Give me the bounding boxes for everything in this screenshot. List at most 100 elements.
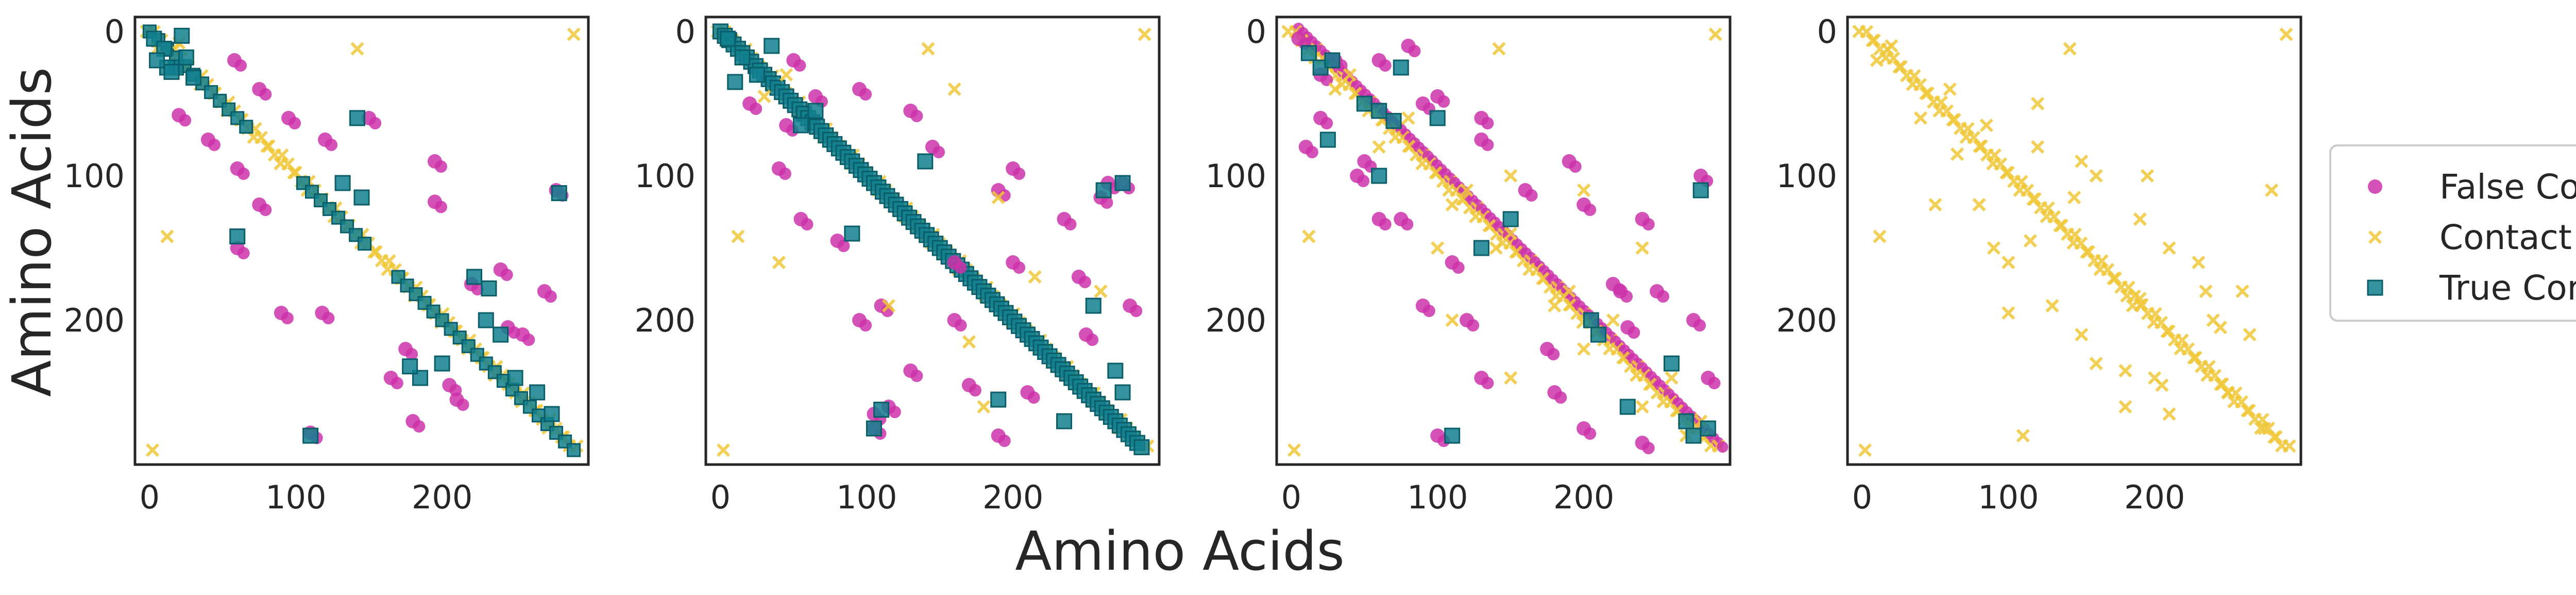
true-contact-point — [764, 38, 780, 54]
y-tick-label: 0 — [1817, 13, 1837, 51]
contact-lost-point — [1460, 183, 1474, 197]
contact-lost-point — [2199, 284, 2213, 299]
contact-lost-point — [2089, 169, 2103, 183]
contact-lost-point — [2243, 327, 2257, 342]
true-contact-point — [551, 185, 567, 202]
plot-frame — [133, 15, 590, 466]
false-contact-point — [1130, 305, 1143, 317]
false-contact-point — [1320, 74, 1333, 86]
false-contact-point — [1437, 95, 1450, 108]
diagonal-true-contact-mark — [239, 120, 253, 134]
true-contact-point — [434, 355, 450, 372]
contact-lost-point — [1885, 39, 1899, 53]
diagonal-true-contact-mark — [358, 237, 372, 251]
x-tick-label: 200 — [1553, 478, 1614, 516]
false-contact-point — [259, 88, 272, 101]
false-contact-point — [969, 384, 981, 396]
contact-lost-point — [1987, 241, 2001, 255]
contact-lost-point — [1928, 197, 1942, 212]
false-contact-point — [237, 247, 250, 259]
contact-lost-point — [1635, 400, 1649, 414]
x-tick-label: 0 — [710, 478, 731, 516]
legend-frame — [2329, 144, 2576, 322]
y-tick-label: 0 — [675, 13, 696, 51]
x-tick-label: 100 — [265, 478, 326, 516]
x-tick-label: 0 — [140, 478, 160, 516]
true-contact-point — [149, 52, 165, 69]
contact-lost-point — [2206, 313, 2220, 327]
diagonal-true-contact-mark — [549, 425, 564, 440]
contact-lost-point — [1943, 82, 1957, 96]
contact-lost-point — [1577, 183, 1591, 197]
y-tick-label: 100 — [64, 157, 125, 195]
true-contact-point — [493, 326, 509, 343]
contact-lost-point — [1548, 299, 1562, 313]
false-contact-point — [1481, 139, 1494, 151]
contact-lost-point — [1950, 147, 1964, 161]
false-contact-point — [522, 334, 535, 346]
x-axis-title: Amino Acids — [1015, 520, 1345, 583]
contact-lost-point — [1972, 197, 1986, 212]
contact-lost-point — [1562, 284, 1576, 299]
true-contact-point — [990, 391, 1007, 408]
contact-lost-point — [2192, 255, 2206, 270]
false-contact-point — [1554, 391, 1567, 404]
contact-lost-point — [1028, 270, 1042, 284]
false-contact-point — [933, 146, 945, 158]
true-contact-point — [1685, 427, 1702, 444]
true-contact-point — [734, 49, 751, 65]
true-contact-point — [1663, 355, 1680, 372]
false-contact-point — [1013, 261, 1026, 274]
false-contact-point — [888, 406, 901, 418]
diagonal-true-contact-mark — [340, 219, 354, 234]
contact-lost-point — [2221, 385, 2235, 400]
contact-lost-point — [2067, 190, 2081, 205]
contact-lost-point — [991, 190, 1005, 205]
true-contact-point — [1502, 211, 1519, 227]
chart-panel-2: 0 100 200 0 100 200 — [635, 13, 1161, 516]
false-contact-point — [1306, 146, 1318, 158]
true-contact-point — [402, 358, 418, 375]
true-contact-point — [1107, 362, 1124, 379]
contact-lost-point — [1445, 197, 1459, 212]
contact-lost-point — [1492, 42, 1506, 56]
false-contact-point — [1064, 218, 1077, 230]
false-contact-point — [1086, 334, 1099, 346]
false-contact-point — [369, 117, 382, 129]
true-contact-point — [507, 370, 523, 386]
contact-lost-point — [731, 229, 745, 243]
contact-lost-point — [1302, 229, 1316, 243]
y-tick-label: 100 — [1206, 157, 1266, 195]
legend-marker-true-contact — [2367, 279, 2383, 296]
contact-lost-point — [2016, 428, 2030, 443]
chart-panel-1: 0 100 200 0 100 200 — [64, 13, 590, 516]
legend-label: Contact Lost — [2439, 218, 2576, 257]
y-tick-label: 200 — [1206, 302, 1266, 339]
true-contact-point — [844, 225, 860, 242]
true-contact-point — [466, 269, 483, 285]
contact-lost-point — [921, 42, 935, 56]
contact-lost-point — [2279, 27, 2293, 41]
false-contact-point — [1584, 204, 1597, 216]
contact-lost-point — [1094, 284, 1108, 299]
false-contact-point — [998, 435, 1011, 447]
true-contact-point — [178, 49, 194, 65]
contact-lost-point — [2030, 96, 2045, 111]
contact-lost-point — [962, 335, 976, 349]
contact-lost-point — [145, 443, 160, 457]
false-contact-point — [1642, 442, 1655, 454]
contact-lost-point — [882, 299, 895, 313]
true-contact-point — [793, 117, 809, 134]
contact-lost-point — [1287, 443, 1301, 457]
false-contact-point — [750, 103, 762, 115]
contact-lost-point — [1635, 241, 1649, 255]
contact-lost-point — [947, 82, 961, 96]
contact-lost-point — [2140, 169, 2155, 183]
true-contact-point — [1385, 113, 1402, 129]
false-contact-point — [1408, 45, 1421, 57]
diagonal-true-contact-mark — [461, 339, 476, 353]
false-contact-point — [289, 117, 301, 129]
contact-lost-point — [1979, 118, 1993, 133]
true-contact-point — [1056, 413, 1072, 429]
false-contact-point — [507, 326, 520, 339]
